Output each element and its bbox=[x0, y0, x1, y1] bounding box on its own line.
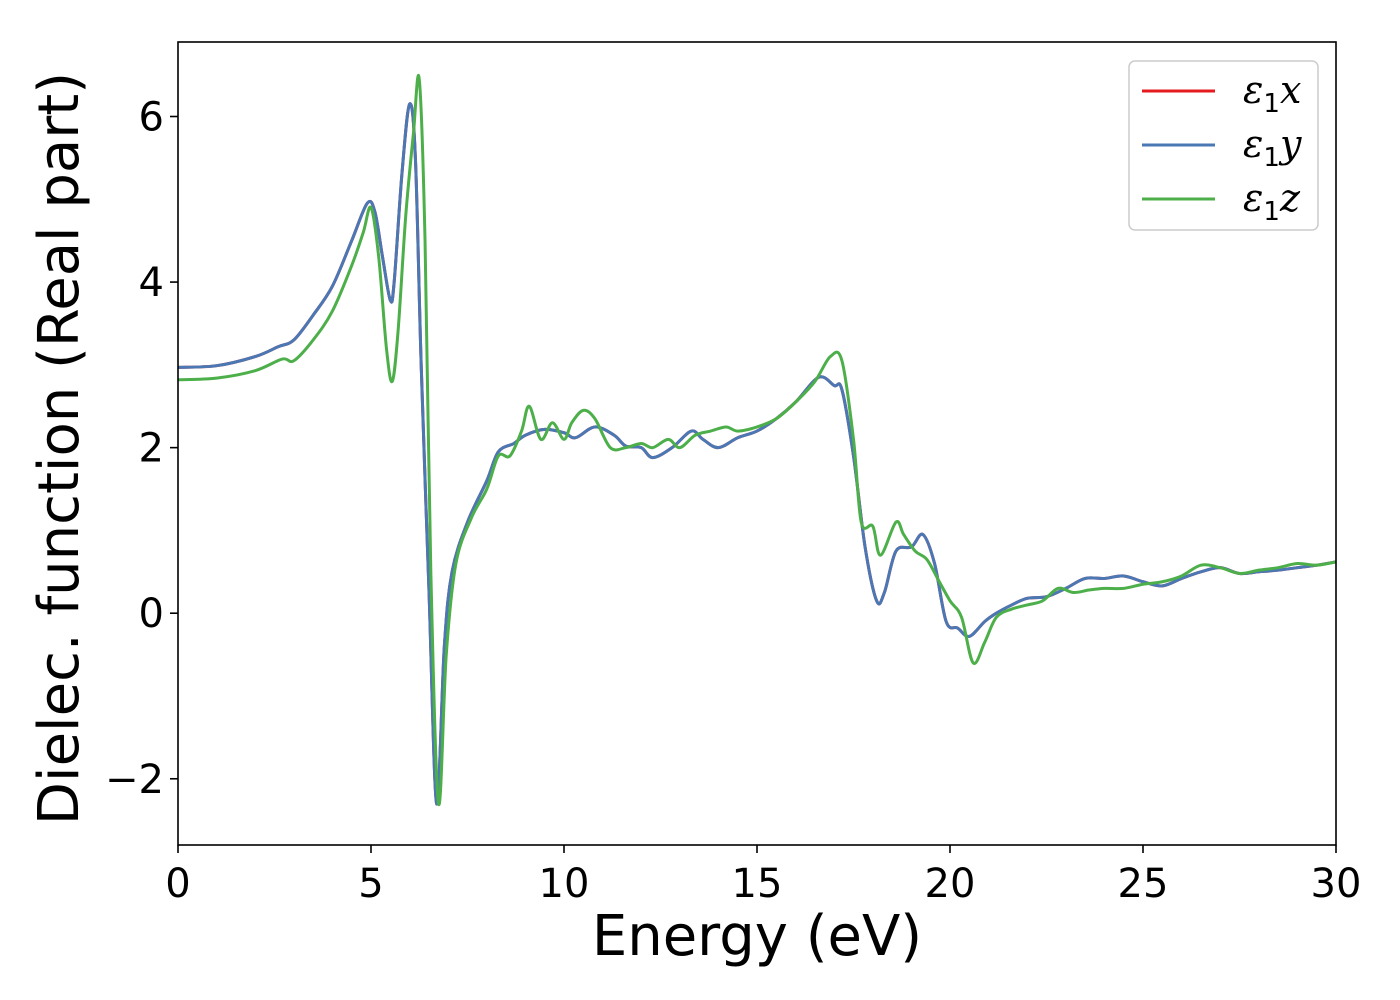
y-axis-title: Dielec. function (Real part) bbox=[27, 72, 92, 825]
series-line-z bbox=[178, 74, 1336, 807]
y-axis-ticks: −2 0 2 4 6 bbox=[105, 95, 178, 803]
legend-label-y: ε1y bbox=[1243, 122, 1302, 173]
x-tick-label: 25 bbox=[1118, 861, 1169, 907]
x-tick-label: 10 bbox=[539, 861, 590, 907]
y-tick-label: −2 bbox=[105, 757, 164, 803]
series-line-y bbox=[178, 102, 1336, 806]
x-axis-title: Energy (eV) bbox=[592, 904, 922, 969]
x-tick-label: 0 bbox=[165, 861, 190, 907]
x-axis-ticks: 0 5 10 15 20 25 30 bbox=[165, 845, 1361, 907]
x-tick-label: 30 bbox=[1311, 861, 1362, 907]
series-layer bbox=[178, 74, 1336, 807]
y-tick-label: 4 bbox=[139, 260, 164, 306]
x-tick-label: 15 bbox=[732, 861, 783, 907]
legend-label-z: ε1z bbox=[1243, 176, 1301, 227]
y-tick-label: 0 bbox=[139, 591, 164, 637]
legend-label-x: ε1x bbox=[1243, 68, 1301, 119]
y-tick-label: 2 bbox=[139, 426, 164, 472]
x-tick-label: 5 bbox=[358, 861, 383, 907]
legend-box bbox=[1128, 60, 1319, 231]
y-tick-label: 6 bbox=[139, 95, 164, 141]
x-tick-label: 20 bbox=[925, 861, 976, 907]
